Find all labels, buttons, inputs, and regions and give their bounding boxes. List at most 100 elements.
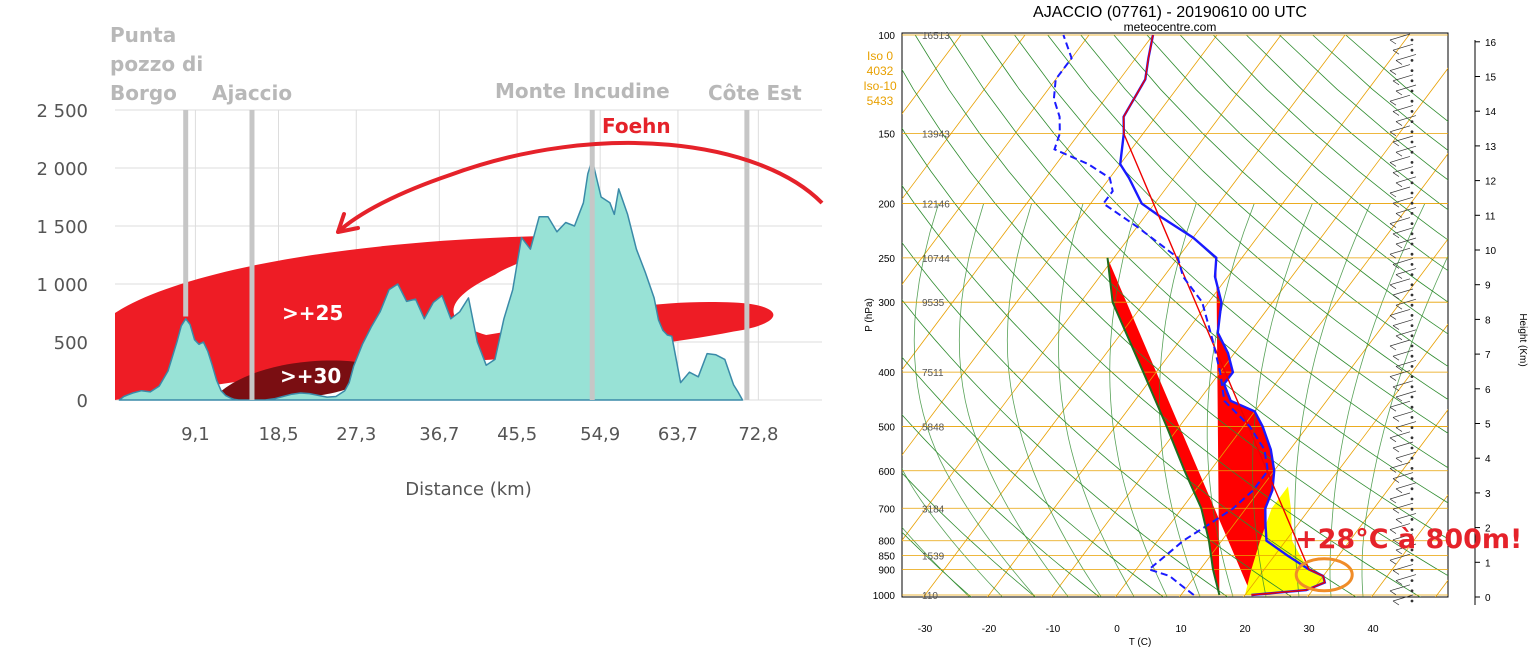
height-meter-label: 110 [922, 591, 938, 602]
height-meter-label: 5848 [922, 422, 945, 433]
height-meter-label: 7511 [922, 368, 944, 379]
wind-station-dot [1410, 569, 1414, 572]
wind-barb [1395, 115, 1417, 122]
wind-station-dot [1410, 48, 1414, 52]
wind-barb-flag [1392, 294, 1400, 300]
wind-barb-flag [1389, 345, 1397, 351]
profile-y-tick-label: 500 [54, 333, 88, 354]
wind-barb-flag [1395, 213, 1403, 218]
moist-adiabat-line [1329, 203, 1426, 597]
wind-barb-flag [1392, 325, 1400, 330]
profile-x-tick-label: 72,8 [738, 424, 778, 445]
wind-barb [1395, 268, 1417, 275]
wind-barb-flag [1392, 508, 1400, 514]
location-name: Ajaccio [212, 81, 292, 105]
wind-barb-flag [1395, 60, 1403, 65]
dry-adiabat-line [902, 299, 1229, 597]
wind-barb [1392, 227, 1414, 235]
wind-barb-flag [1389, 315, 1397, 320]
wind-barb-flag [1395, 151, 1403, 157]
wind-station-dot [1410, 467, 1414, 470]
wind-barb-flag [1389, 559, 1397, 565]
dry-adiabat-line [902, 531, 972, 597]
wind-barb-flag [1395, 396, 1403, 402]
profile-y-tick-label: 1 500 [36, 217, 88, 238]
height-km-tick-label: 6 [1485, 385, 1491, 396]
wind-station-dot [1410, 161, 1414, 164]
wind-barb [1392, 380, 1414, 388]
dry-adiabat-line [902, 414, 1101, 597]
moist-adiabat-line [902, 467, 1004, 597]
wind-barb-flag [1395, 488, 1403, 494]
wind-barb [1395, 360, 1417, 367]
wind-station-dot [1410, 497, 1414, 501]
wind-barb-flag [1395, 90, 1403, 96]
wind-station-dot [1410, 538, 1414, 542]
wind-barb [1392, 349, 1414, 357]
profile-y-tick-label: 0 [77, 391, 88, 412]
wind-barb-flag [1392, 111, 1400, 116]
wind-barb [1395, 513, 1417, 520]
height-km-tick-label: 12 [1485, 177, 1497, 188]
wind-station-dot [1410, 446, 1414, 450]
wind-barb-flag [1395, 366, 1403, 371]
moist-adiabat-line [1158, 203, 1201, 597]
wind-barb [1389, 370, 1411, 377]
freezing-level-label: Iso 0 [867, 49, 893, 63]
wind-station-dot [1410, 314, 1414, 317]
sounding-subtitle: meteocentre.com [1124, 20, 1217, 34]
wind-barb [1392, 196, 1414, 204]
wind-barb-flag [1392, 202, 1400, 208]
temperature-tick-label: -10 [1046, 624, 1061, 635]
freezing-level-label: 4032 [867, 64, 894, 78]
pressure-gridlines [902, 34, 1448, 596]
wind-barb [1389, 247, 1411, 255]
wind-barb-flag [1389, 498, 1397, 504]
wind-barb [1392, 594, 1414, 602]
wind-barb-flag [1395, 580, 1403, 585]
isotherm-line [902, 34, 1154, 371]
wind-barb [1392, 441, 1414, 449]
dry-adiabat-line [1113, 34, 1448, 335]
wind-barb-flag [1389, 529, 1397, 534]
dry-adiabat-line [1179, 34, 1448, 272]
wind-barb-flag [1389, 100, 1397, 106]
moist-adiabat-line [958, 203, 1069, 597]
height-axis-label: Height (Km) [1517, 313, 1528, 366]
pressure-axis-label: P (hPa) [864, 298, 875, 332]
dry-adiabat-line [1047, 34, 1448, 401]
wind-barb [1389, 278, 1411, 286]
wind-station-dot [1410, 395, 1414, 399]
pressure-tick-label: 700 [878, 504, 895, 515]
temperature-tick-label: 40 [1367, 624, 1379, 635]
wind-barb-flag [1389, 253, 1397, 259]
wind-station-dot [1410, 528, 1414, 531]
height-km-tick-label: 2 [1485, 524, 1491, 535]
anomaly-30-label: >+30 [280, 364, 341, 388]
foehn-label: Foehn [602, 114, 671, 138]
profile-labels: Punta pozzo di Borgo Ajaccio Monte Incudine C… [110, 23, 824, 388]
isotherm-line [1370, 494, 1448, 597]
dry-adiabat-line [1146, 34, 1448, 303]
moist-adiabat-line [1006, 203, 1102, 597]
pressure-tick-label: 500 [878, 422, 895, 433]
height-meter-label: 10744 [922, 254, 950, 265]
wind-barb [1395, 390, 1417, 398]
wind-barb [1395, 421, 1417, 428]
dewpoint-profile [1052, 34, 1269, 596]
wind-barb [1389, 523, 1411, 530]
terrain-area-group [118, 159, 744, 401]
isotherms [902, 34, 1448, 597]
wind-barb [1392, 533, 1414, 541]
wind-station-dot [1410, 365, 1414, 368]
wind-barb-flag [1392, 355, 1400, 361]
wind-station-dot [1410, 589, 1414, 593]
wind-station-dot [1410, 579, 1414, 582]
wind-station-dot [1410, 518, 1414, 521]
pressure-tick-label: 100 [878, 31, 895, 42]
parcel-path [1106, 257, 1221, 596]
pressure-tick-label: 850 [878, 551, 895, 562]
wind-barb-flag [1392, 600, 1400, 606]
profile-y-tick-label: 1 000 [36, 275, 88, 296]
profile-x-tick-label: 63,7 [658, 424, 698, 445]
